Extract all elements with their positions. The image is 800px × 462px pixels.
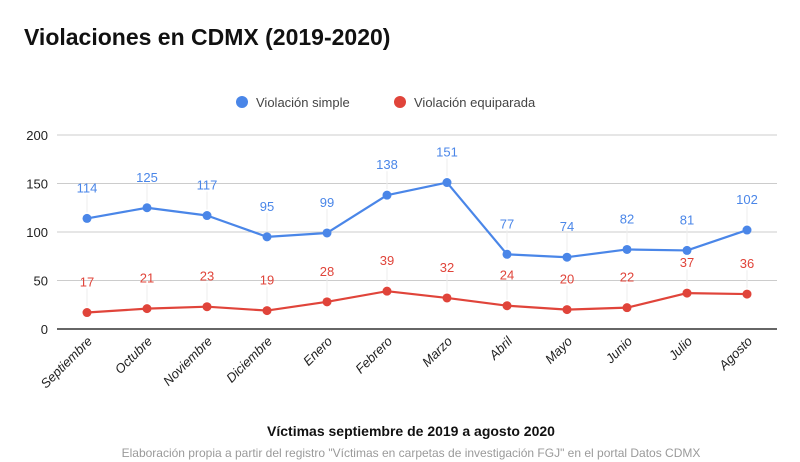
data-point	[682, 245, 692, 255]
data-point	[742, 289, 752, 299]
x-tick-label: Abril	[485, 333, 515, 363]
data-point	[382, 190, 392, 200]
series-line	[86, 290, 748, 314]
data-point	[322, 228, 332, 238]
legend-label: Violación equiparada	[414, 95, 536, 110]
gridlines	[57, 134, 777, 330]
data-label: 32	[440, 260, 454, 275]
x-axis-label: Víctimas septiembre de 2019 a agosto 202…	[267, 423, 555, 439]
legend-item: Violación equiparada	[394, 95, 536, 110]
x-tick-label: Diciembre	[223, 334, 275, 386]
data-label: 81	[680, 212, 694, 227]
data-point	[442, 293, 452, 303]
y-tick-label: 50	[34, 274, 48, 289]
chart-title: Violaciones en CDMX (2019-2020)	[24, 24, 391, 50]
data-label: 17	[80, 275, 94, 290]
data-label: 74	[560, 219, 574, 234]
legend-marker	[236, 96, 248, 108]
data-point	[262, 306, 272, 316]
data-label: 77	[500, 216, 514, 231]
data-point	[442, 178, 452, 188]
data-point	[142, 203, 152, 213]
data-label: 99	[320, 195, 334, 210]
data-point	[622, 244, 632, 254]
data-label: 37	[680, 255, 694, 270]
x-tick-label: Julio	[665, 334, 695, 364]
series-group: 114 125 117 95 99 138 151 77 74 82 81 102 17 21 23 19 28…	[77, 145, 758, 318]
data-label: 151	[436, 145, 458, 160]
x-tick-label: Junio	[602, 334, 635, 367]
data-label: 19	[260, 273, 274, 288]
series-violacion-equiparada: 17 21 23 19 28 39 32 24 20 22 37 36	[80, 253, 754, 318]
series-line	[86, 181, 748, 259]
data-point	[322, 297, 332, 307]
x-tick-label: Enero	[300, 334, 335, 369]
data-label: 125	[136, 170, 158, 185]
data-point	[202, 211, 212, 221]
data-point	[142, 304, 152, 314]
series-violacion-simple: 114 125 117 95 99 138 151 77 74 82 81 102	[77, 145, 758, 262]
data-point	[562, 305, 572, 315]
legend-label: Violación simple	[256, 95, 350, 110]
y-tick-label: 100	[26, 225, 48, 240]
source-note: Elaboración propia a partir del registro…	[122, 446, 701, 460]
data-point	[502, 249, 512, 259]
data-label: 23	[200, 269, 214, 284]
data-point	[202, 302, 212, 312]
data-label: 24	[500, 268, 514, 283]
data-label: 28	[320, 264, 334, 279]
data-label: 138	[376, 157, 398, 172]
data-label: 117	[197, 178, 218, 193]
legend-marker	[394, 96, 406, 108]
data-point	[262, 232, 272, 242]
data-point	[82, 308, 92, 318]
y-tick-label: 0	[41, 322, 48, 337]
data-label: 95	[260, 199, 274, 214]
data-label: 20	[560, 272, 574, 287]
data-label: 21	[140, 271, 154, 286]
x-tick-label: Septiembre	[38, 334, 96, 392]
y-tick-label: 150	[26, 177, 48, 192]
data-label: 82	[620, 211, 634, 226]
x-tick-label: Noviembre	[160, 334, 215, 389]
x-tick-label: Febrero	[352, 334, 395, 377]
x-tick-label: Octubre	[112, 334, 155, 377]
data-point	[562, 252, 572, 262]
x-tick-label: Marzo	[419, 334, 455, 370]
y-tick-label: 200	[26, 128, 48, 143]
data-label: 36	[740, 256, 754, 271]
y-axis-ticks: 0 50 100 150 200	[26, 128, 48, 337]
x-axis-ticks: Septiembre Octubre Noviembre Diciembre Enero…	[38, 333, 756, 391]
x-tick-label: Agosto	[715, 334, 755, 374]
data-point	[742, 225, 752, 235]
data-point	[502, 301, 512, 311]
x-tick-label: Mayo	[542, 334, 575, 367]
data-label: 22	[620, 270, 634, 285]
data-point	[82, 213, 92, 223]
data-point	[382, 286, 392, 296]
legend: Violación simple Violación equiparada	[236, 95, 536, 110]
data-point	[622, 303, 632, 313]
data-label: 114	[77, 180, 98, 195]
data-label: 39	[380, 253, 394, 268]
data-point	[682, 288, 692, 298]
data-label: 102	[736, 192, 758, 207]
legend-item: Violación simple	[236, 95, 350, 110]
